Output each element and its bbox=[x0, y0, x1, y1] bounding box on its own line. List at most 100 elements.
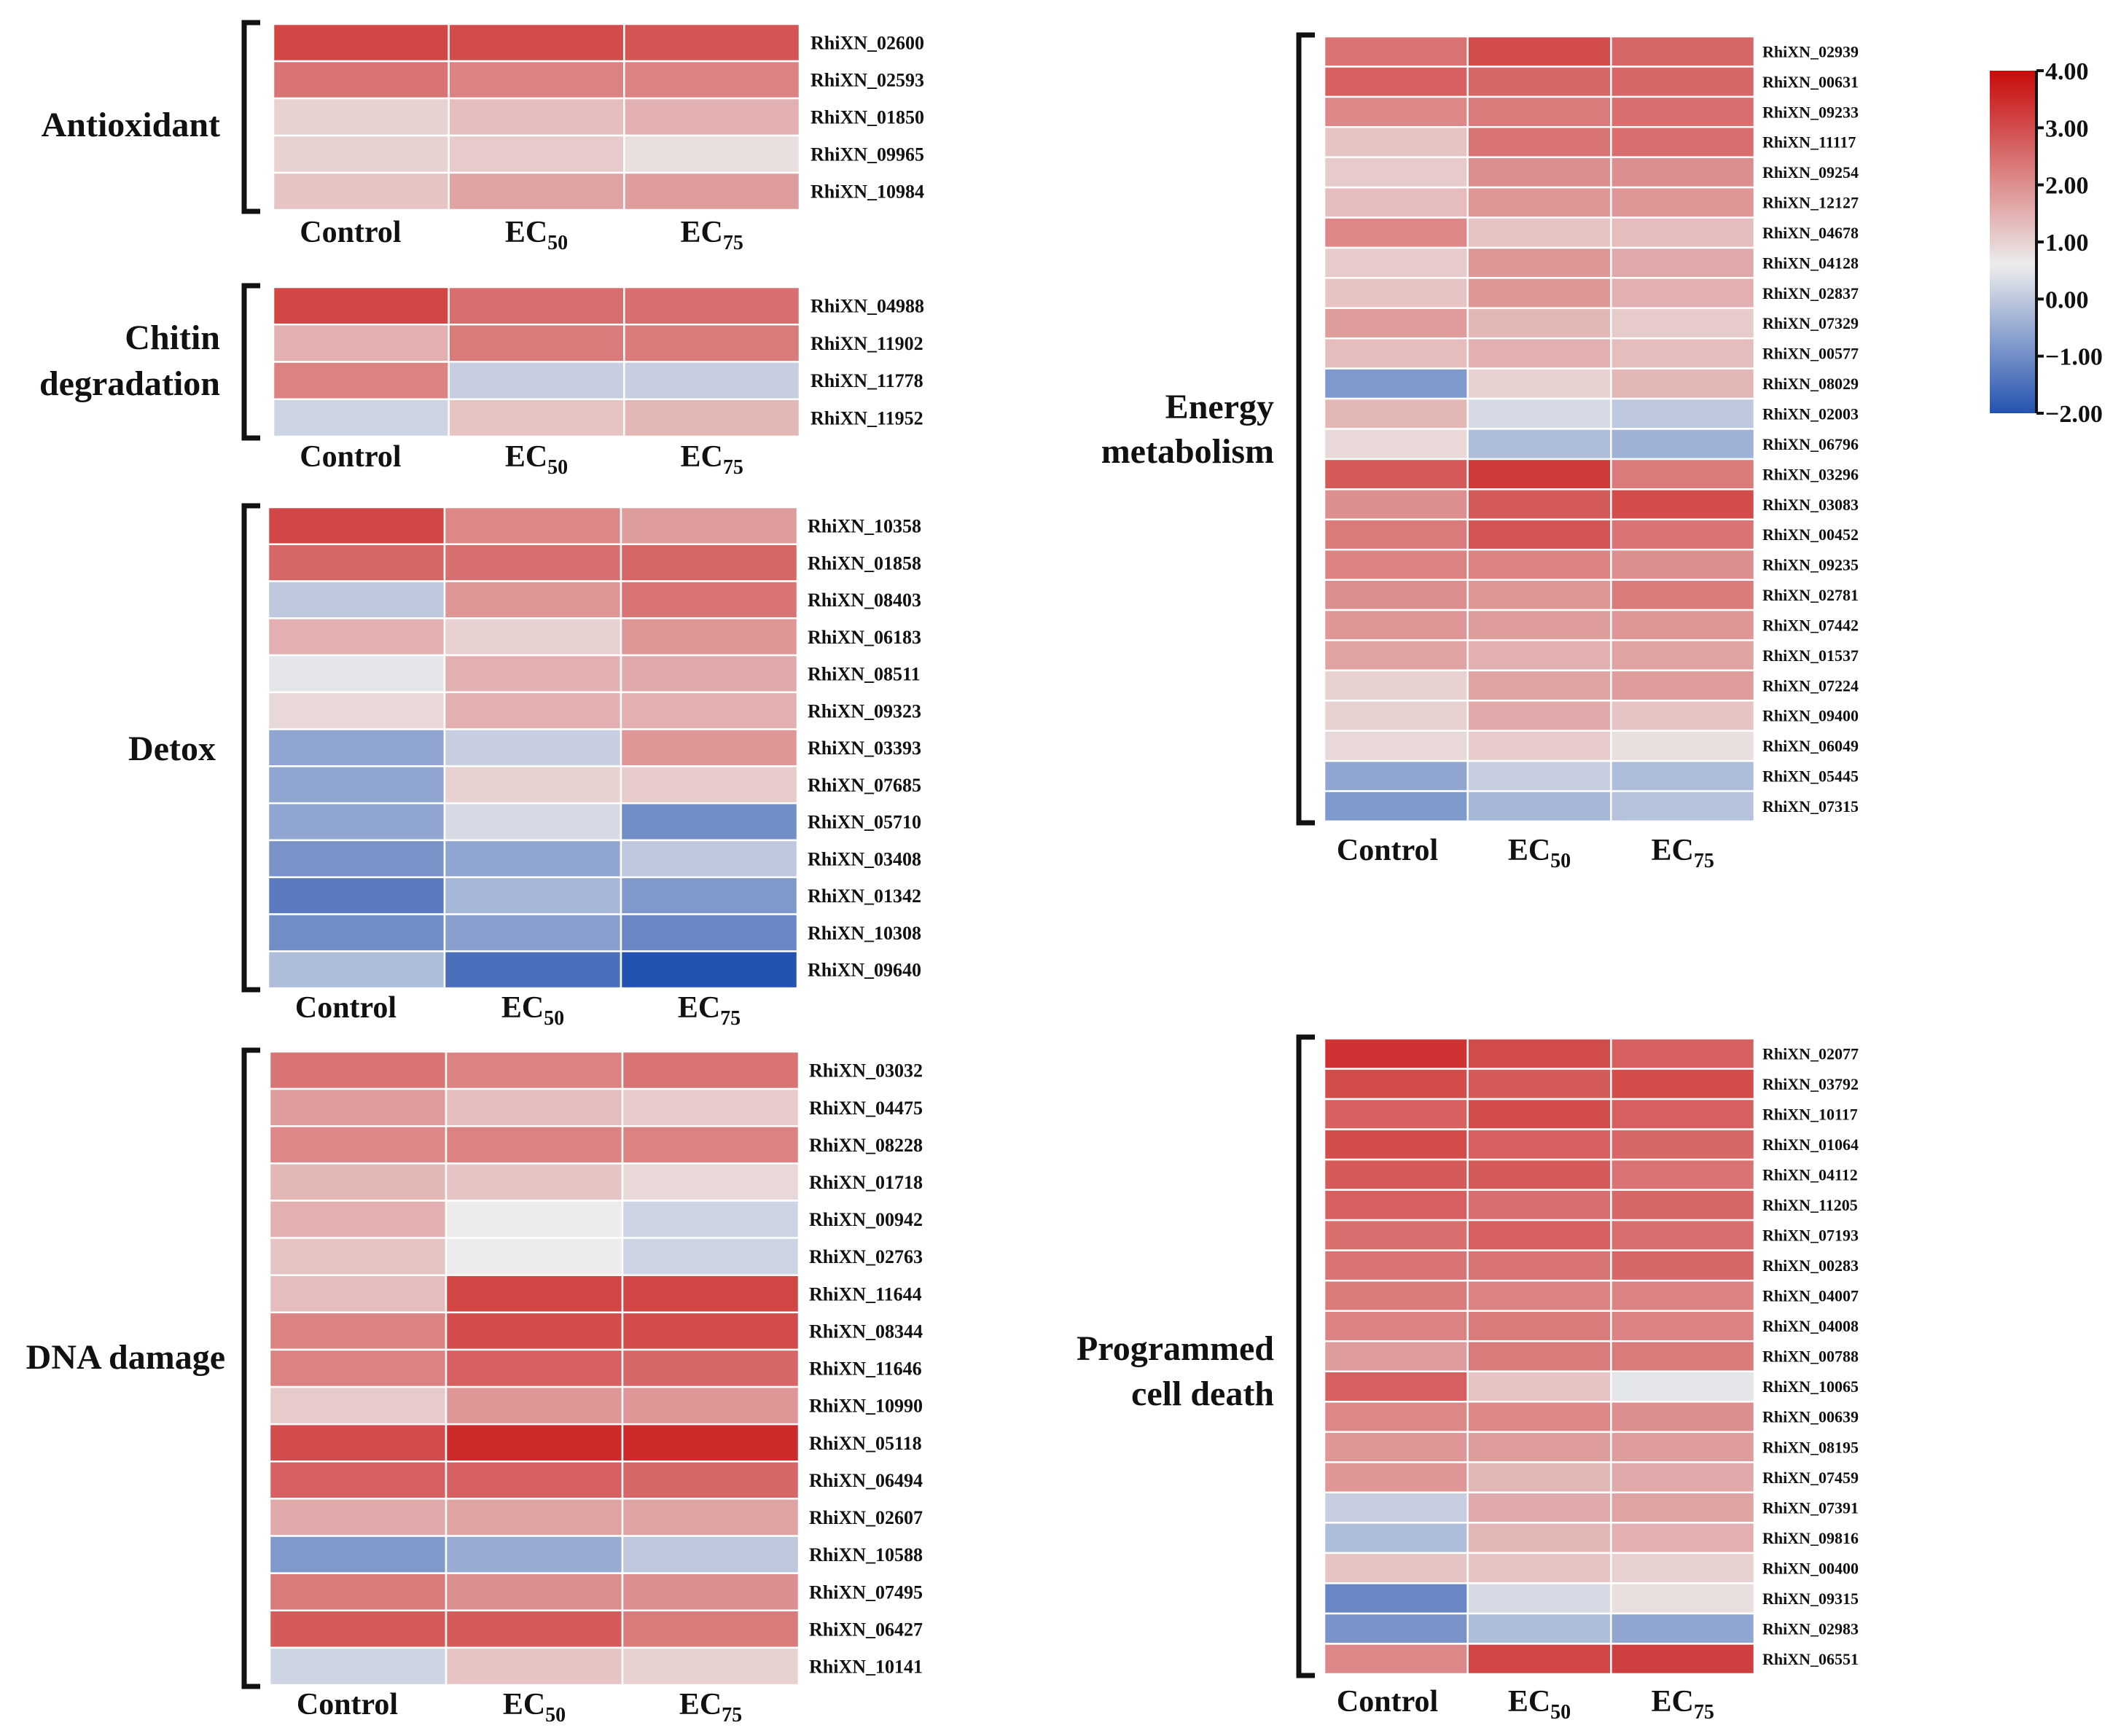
heatmap-cell bbox=[621, 1162, 800, 1202]
heatmap-cell bbox=[1466, 458, 1612, 490]
gene-label: RhiXN_10984 bbox=[810, 181, 924, 203]
gene-label: RhiXN_02003 bbox=[1762, 404, 1859, 423]
gene-label: RhiXN_03083 bbox=[1762, 496, 1859, 514]
gene-label: RhiXN_08029 bbox=[1762, 375, 1859, 393]
heatmap-cell bbox=[1323, 639, 1469, 672]
heatmap-cell bbox=[1323, 66, 1469, 98]
heatmap-cell bbox=[621, 1125, 800, 1165]
heatmap-cell bbox=[621, 1237, 800, 1276]
heatmap-cell bbox=[1466, 1491, 1612, 1524]
heatmap-cell bbox=[268, 1423, 448, 1463]
gene-label: RhiXN_09233 bbox=[1762, 103, 1859, 121]
column-label: EC50 bbox=[1508, 1685, 1571, 1724]
heatmap-cell bbox=[620, 654, 799, 694]
heatmap-cell bbox=[1610, 790, 1756, 823]
heatmap-cell bbox=[1466, 1249, 1612, 1282]
column-label-main: EC bbox=[501, 991, 544, 1025]
heatmap-cell bbox=[268, 1274, 448, 1314]
heatmap-cell bbox=[1323, 1461, 1469, 1494]
heatmap-panel-chitin-degradation: RhiXN_04988 RhiXN_11902 RhiXN_11778 RhiXN_1… bbox=[39, 283, 924, 479]
heatmap-cell bbox=[1466, 700, 1612, 732]
heatmap-cell bbox=[445, 1498, 624, 1537]
gene-label: RhiXN_06049 bbox=[1762, 737, 1859, 755]
heatmap-cell bbox=[1323, 1340, 1469, 1373]
heatmap-cell bbox=[1466, 1310, 1612, 1342]
group-bracket bbox=[241, 1047, 260, 1689]
heatmap-cell bbox=[1610, 1612, 1756, 1645]
heatmap-cell bbox=[268, 1237, 448, 1276]
colorbar-tick-label: 0.00 bbox=[2045, 286, 2089, 313]
heatmap-cell bbox=[267, 950, 446, 990]
heatmap-cell bbox=[1610, 1189, 1756, 1221]
column-label-subscript: 75 bbox=[720, 1007, 741, 1030]
gene-label: RhiXN_03296 bbox=[1762, 465, 1859, 483]
heatmap-cell bbox=[267, 506, 446, 546]
heatmap-cell bbox=[1466, 1340, 1612, 1373]
heatmap-cell bbox=[621, 1050, 800, 1090]
heatmap-cell bbox=[623, 361, 801, 400]
gene-label: RhiXN_09254 bbox=[1762, 163, 1859, 181]
heatmap-cell bbox=[621, 1200, 800, 1239]
column-label: Control bbox=[1337, 834, 1438, 867]
gene-label: RhiXN_04112 bbox=[1762, 1166, 1858, 1184]
gene-label: RhiXN_02607 bbox=[809, 1507, 923, 1528]
heatmap-cell bbox=[272, 23, 450, 63]
heatmap-cell bbox=[443, 728, 622, 767]
heatmap-cell bbox=[620, 543, 799, 582]
column-label-main: EC bbox=[505, 440, 547, 474]
column-label: Control bbox=[295, 991, 397, 1025]
heatmap-cell bbox=[1466, 367, 1612, 400]
heatmap-cell bbox=[268, 1311, 448, 1351]
heatmap-cell bbox=[272, 286, 450, 326]
heatmap-cell bbox=[1610, 548, 1756, 581]
gene-label: RhiXN_10117 bbox=[1762, 1106, 1858, 1124]
column-label: EC50 bbox=[501, 991, 564, 1030]
heatmap-cell bbox=[445, 1162, 624, 1202]
column-label-subscript: 50 bbox=[1550, 850, 1571, 872]
heatmap-cell bbox=[1323, 458, 1469, 490]
column-label-subscript: 50 bbox=[1550, 1701, 1571, 1724]
gene-label: RhiXN_04008 bbox=[1762, 1317, 1859, 1335]
column-label-main: Control bbox=[300, 216, 401, 249]
heatmap-cell bbox=[621, 1423, 800, 1463]
gene-label: RhiXN_07685 bbox=[808, 775, 921, 796]
heatmap-cell bbox=[443, 617, 622, 657]
gene-label: RhiXN_06551 bbox=[1762, 1650, 1859, 1668]
colorbar-tick-label: −2.00 bbox=[2045, 401, 2103, 428]
heatmap-cell bbox=[443, 802, 622, 842]
group-label: Energy bbox=[1165, 388, 1274, 426]
heatmap-cell bbox=[1466, 216, 1612, 249]
column-label-main: Control bbox=[300, 440, 401, 474]
heatmap-cell bbox=[1610, 367, 1756, 400]
heatmap-cell bbox=[1466, 428, 1612, 461]
heatmap-cell bbox=[1610, 1128, 1756, 1161]
column-label-main: EC bbox=[680, 216, 722, 249]
group-label: cell death bbox=[1131, 1375, 1274, 1413]
gene-label: RhiXN_02837 bbox=[1762, 284, 1859, 302]
column-label-main: EC bbox=[680, 440, 722, 474]
column-label-main: EC bbox=[1508, 1685, 1550, 1719]
heatmap-cell bbox=[620, 728, 799, 767]
heatmap-cell bbox=[443, 839, 622, 878]
heatmap-cell bbox=[620, 802, 799, 842]
heatmap-cell bbox=[1323, 1279, 1469, 1312]
heatmap-cell bbox=[1466, 1279, 1612, 1312]
heatmap-cell bbox=[1323, 186, 1469, 219]
heatmap-cell bbox=[1610, 579, 1756, 611]
heatmap-cell bbox=[1323, 337, 1469, 370]
column-label-main: EC bbox=[678, 991, 720, 1025]
gene-label: RhiXN_00577 bbox=[1762, 345, 1859, 363]
heatmap-cell bbox=[1610, 1158, 1756, 1191]
heatmap-cell bbox=[448, 134, 625, 174]
heatmap-cell bbox=[268, 1200, 448, 1239]
gene-label: RhiXN_02763 bbox=[809, 1246, 923, 1267]
gene-label: RhiXN_08403 bbox=[808, 590, 921, 611]
gene-label: RhiXN_11644 bbox=[809, 1283, 922, 1305]
heatmap-cell bbox=[1323, 428, 1469, 461]
heatmap-cell bbox=[1466, 337, 1612, 370]
heatmap-cell bbox=[623, 60, 801, 100]
column-label-subscript: 75 bbox=[723, 456, 743, 479]
heatmap-cell bbox=[267, 543, 446, 582]
heatmap-cell bbox=[445, 1311, 624, 1351]
heatmap-cell bbox=[623, 171, 801, 211]
